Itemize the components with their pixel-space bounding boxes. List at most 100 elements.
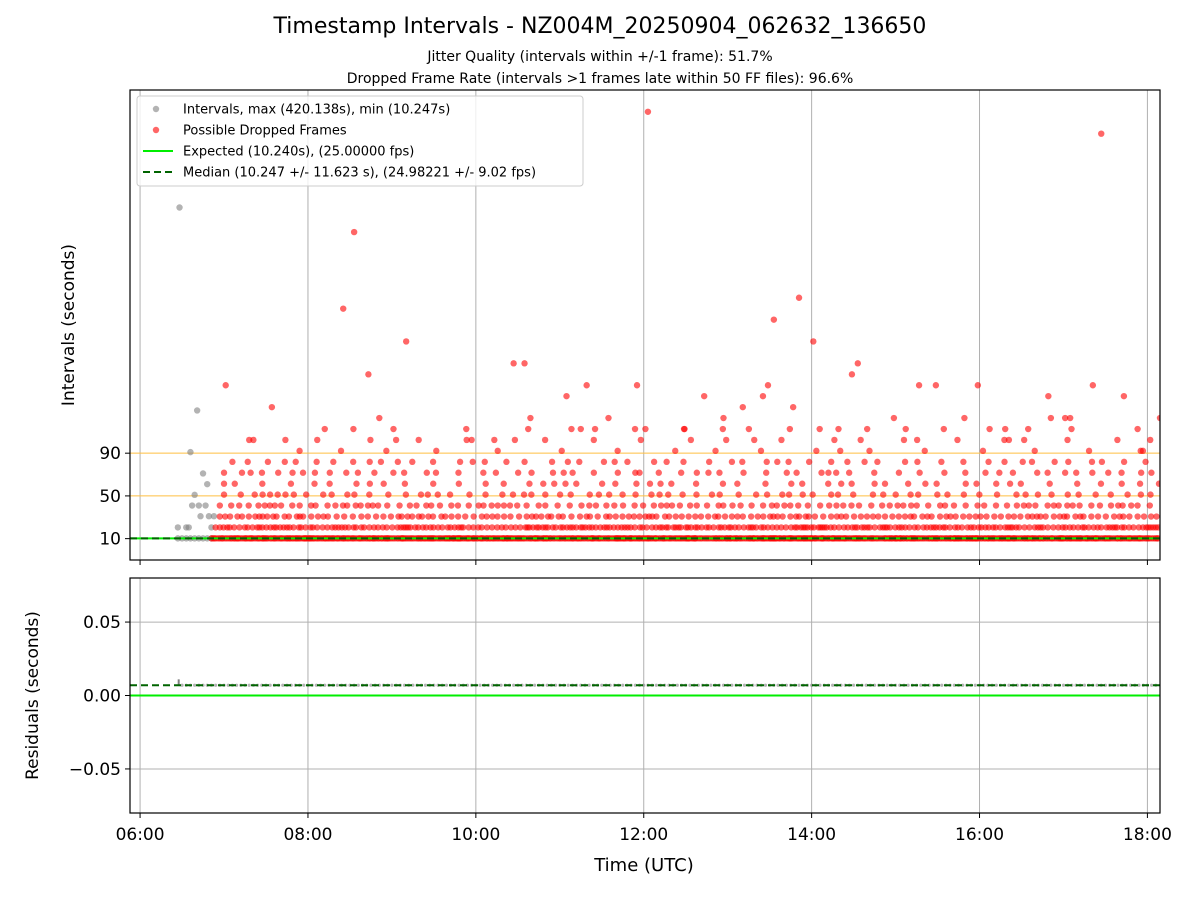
dropped-frame-point [810, 524, 818, 531]
dropped-frame-point [1098, 458, 1106, 466]
dropped-frame-point [281, 458, 288, 466]
dropped-frame-point [840, 502, 847, 509]
dropped-frame-point [940, 425, 948, 433]
intervals-y-tick-label: 10 [99, 530, 121, 550]
dropped-frame-point [463, 436, 470, 444]
dropped-frame-point [238, 469, 246, 476]
interval-point [202, 502, 209, 509]
dropped-frame-point [591, 425, 599, 433]
dropped-frame-point [805, 458, 813, 466]
dropped-frame-point [962, 502, 969, 509]
dropped-frame-point [786, 425, 794, 433]
dropped-frame-point [1140, 513, 1148, 520]
dropped-frame-point [258, 469, 266, 476]
legend-label: Possible Dropped Frames [183, 124, 347, 139]
dropped-frame-point [372, 513, 380, 520]
dropped-frame-point [521, 458, 528, 466]
dropped-frame-point [962, 480, 969, 487]
dropped-frame-point [364, 502, 372, 509]
residual-point [180, 683, 184, 687]
dropped-frame-point [292, 458, 299, 466]
chart-title: Timestamp Intervals - NZ004M_20250904_06… [273, 14, 927, 39]
dropped-frame-point [866, 524, 873, 531]
dropped-frame-point [324, 513, 332, 520]
dropped-frame-point [642, 425, 649, 433]
dropped-frame-point [409, 458, 416, 466]
dropped-frame-point [377, 458, 385, 466]
dropped-frame-point [1075, 491, 1082, 498]
dropped-frame-point [901, 513, 909, 520]
dropped-frame-point [1061, 414, 1069, 422]
dropped-frame-point [433, 447, 440, 455]
dropped-frame-point [687, 524, 695, 531]
dropped-frame-point [402, 491, 410, 498]
dropped-frame-point [1068, 425, 1075, 433]
dropped-frame-point [590, 436, 598, 444]
dropped-frame-point [314, 513, 322, 520]
dropped-frame-point [947, 513, 954, 520]
residual-point [885, 683, 889, 687]
dropped-frame-point [1097, 524, 1105, 531]
dropped-frame-point [365, 371, 372, 378]
dropped-frame-point [470, 513, 477, 520]
dropped-frame-point [960, 458, 967, 466]
dropped-frame-point [314, 436, 321, 444]
dropped-frame-point [795, 502, 802, 509]
dropped-frame-point [1034, 469, 1041, 476]
dropped-frame-point [734, 513, 741, 520]
dropped-frame-point [630, 513, 638, 520]
dropped-frame-point [1085, 524, 1092, 531]
dropped-frame-point [548, 458, 556, 466]
dropped-frame-point [614, 469, 622, 476]
dropped-frame-point [764, 524, 772, 531]
dropped-frame-point [573, 480, 580, 487]
dropped-frame-point [665, 491, 672, 498]
dropped-frame-point [266, 491, 274, 498]
residual-point [335, 683, 339, 687]
dropped-frame-point [415, 524, 422, 531]
dropped-frame-point [510, 360, 517, 367]
residual-point [852, 683, 856, 687]
dropped-frame-point [603, 502, 610, 509]
dropped-frame-point [991, 513, 998, 520]
dropped-frame-point [237, 491, 244, 498]
dropped-frame-point [502, 524, 509, 531]
dropped-frame-point [296, 502, 303, 509]
dropped-frame-point [494, 513, 501, 520]
residual-point [763, 683, 768, 687]
dropped-frame-point [958, 524, 966, 531]
dropped-frame-point [611, 502, 618, 509]
dropped-frame-point [914, 524, 922, 531]
dropped-frame-point [478, 513, 486, 520]
dropped-frame-point [586, 513, 594, 520]
dropped-frame-point [469, 458, 476, 466]
dropped-frame-point [993, 491, 1001, 498]
dropped-frame-point [805, 513, 812, 520]
dropped-frame-point [523, 513, 530, 520]
dropped-frame-point [1024, 513, 1032, 520]
dropped-frame-point [376, 414, 383, 422]
dropped-frame-point [779, 491, 786, 498]
dropped-frame-point [282, 491, 289, 498]
residual-point [906, 683, 910, 687]
dropped-frame-point [785, 458, 792, 466]
dropped-frame-point [1044, 469, 1051, 476]
dropped-frame-point [996, 524, 1004, 531]
dropped-frame-point [330, 458, 337, 466]
dropped-frame-point [312, 502, 319, 509]
dropped-frame-point [1017, 480, 1024, 487]
dropped-frame-point [425, 513, 432, 520]
dropped-frame-point [889, 513, 896, 520]
dropped-frame-point [624, 458, 631, 466]
dropped-frame-point [1088, 458, 1096, 466]
residual-point [512, 683, 516, 687]
dropped-frame-point [564, 458, 572, 466]
dropped-frame-point [542, 491, 549, 498]
dropped-frame-point [541, 436, 549, 444]
dropped-frame-point [1105, 469, 1112, 476]
dropped-frame-point [1013, 502, 1021, 509]
dropped-frame-point [442, 513, 449, 520]
dropped-frame-point [525, 425, 532, 433]
dropped-frame-point [1146, 502, 1154, 509]
